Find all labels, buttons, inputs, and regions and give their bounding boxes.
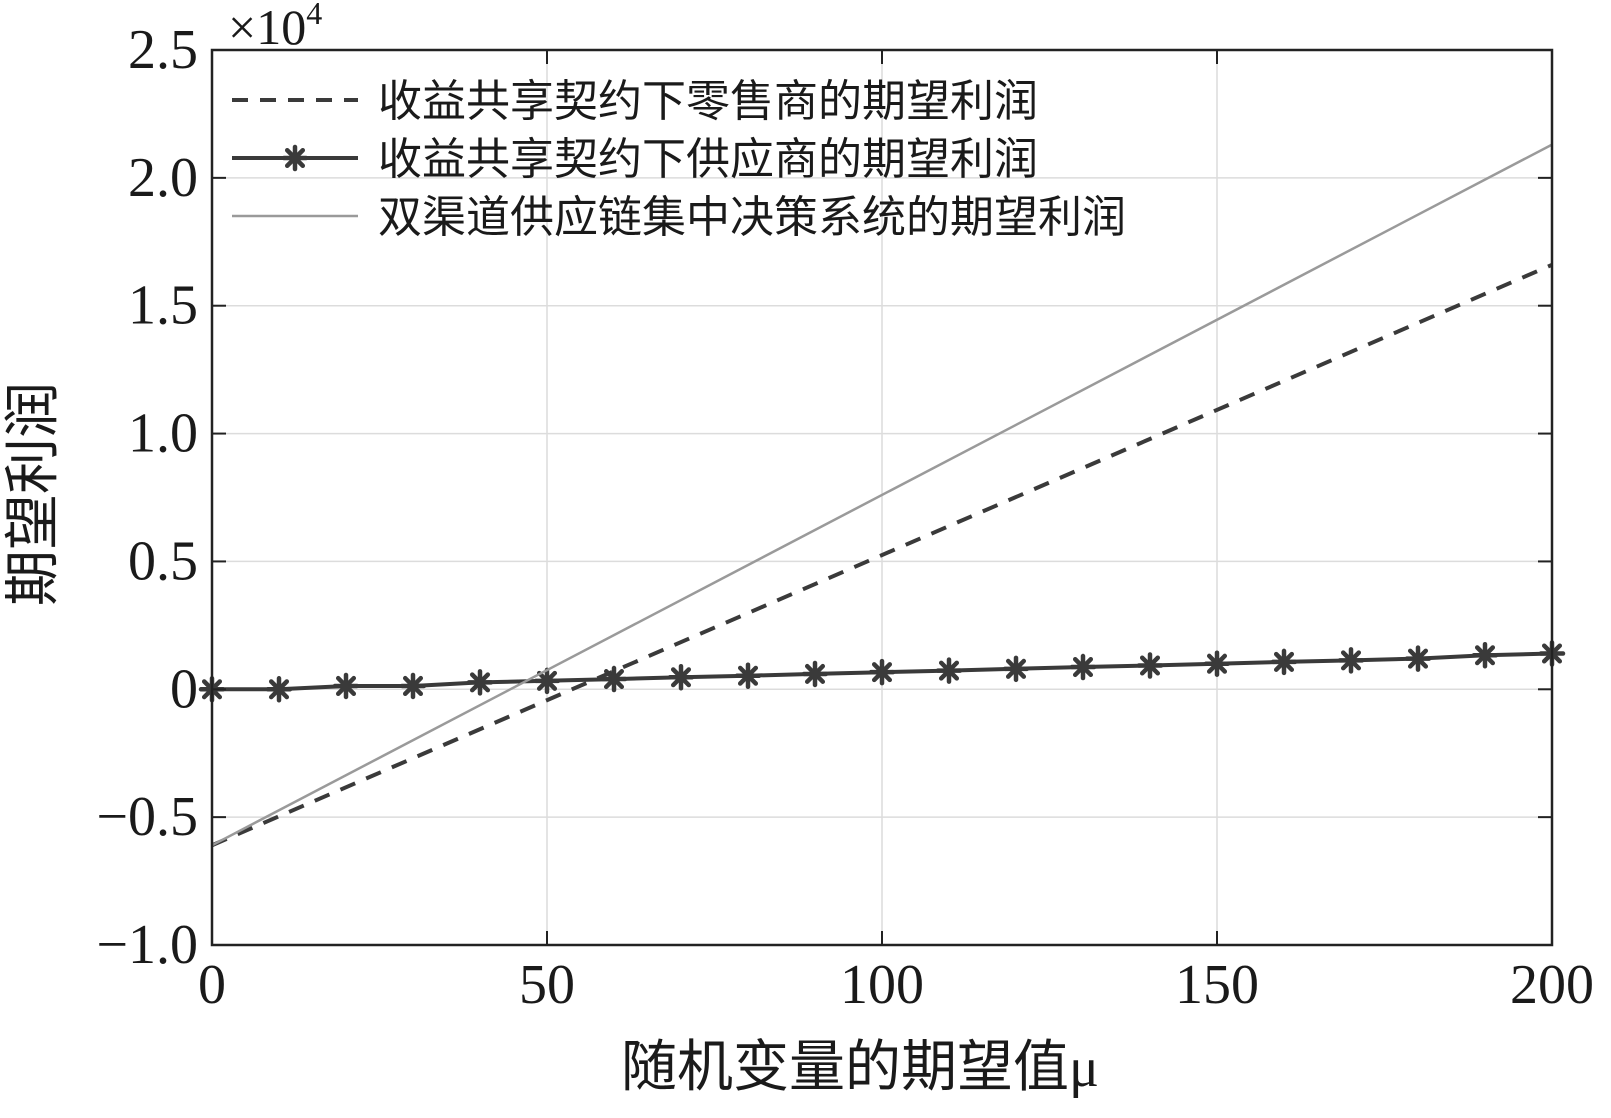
series-line-1 (211, 262, 1553, 848)
grid (211, 49, 1553, 946)
star-marker (466, 669, 494, 696)
star-marker (801, 660, 829, 688)
legend-label-3: 双渠道供应链集中决策系统的期望利润 (378, 193, 1126, 242)
star-marker (1203, 650, 1231, 677)
x-tick-label: 50 (519, 954, 575, 1016)
series-line-3 (211, 143, 1553, 847)
y-tick-label: 2.0 (128, 147, 198, 209)
y-tick-label: 0 (170, 658, 198, 720)
x-tick-label: 0 (198, 954, 226, 1016)
y-tick-label: −0.5 (96, 786, 198, 848)
star-marker (667, 664, 695, 691)
legend: 收益共享契约下零售商的期望利润收益共享契约下供应商的期望利润双渠道供应链集中决策… (232, 77, 1126, 242)
star-marker (868, 658, 896, 686)
star-marker (1002, 655, 1030, 683)
y-axis-title: 期望利润 (3, 382, 65, 606)
star-marker (332, 672, 360, 700)
star-marker (1471, 642, 1499, 669)
star-marker (265, 676, 293, 703)
y-tick-label: 0.5 (128, 530, 198, 592)
x-tick-label: 200 (1510, 954, 1594, 1016)
series-layer (198, 143, 1566, 848)
star-marker (600, 665, 628, 693)
x-tick-label: 100 (840, 954, 924, 1016)
star-marker (533, 667, 561, 695)
legend-label-2: 收益共享契约下供应商的期望利润 (378, 135, 1038, 184)
x-axis-title: 随机变量的期望值μ (621, 1037, 1099, 1099)
legend-label-1: 收益共享契约下零售商的期望利润 (378, 77, 1038, 126)
star-marker (1069, 653, 1097, 681)
star-marker (1136, 652, 1164, 679)
star-marker (281, 144, 309, 172)
y-tick-label: 1.0 (128, 403, 198, 465)
ticks: 0 50 100 150 200 −1.0 −0.5 0 0.5 1.0 1.5 2.0 2.5 (96, 19, 1594, 1016)
star-marker (734, 662, 762, 689)
star-marker (1270, 648, 1298, 676)
star-marker (1404, 645, 1432, 672)
star-marker (399, 672, 427, 700)
y-tick-label: −1.0 (96, 914, 198, 976)
y-tick-label: 1.5 (128, 275, 198, 337)
x-tick-label: 150 (1175, 954, 1259, 1016)
star-marker (935, 657, 963, 684)
y-tick-label: 2.5 (128, 19, 198, 81)
y-scale-exponent: ×104 (228, 0, 322, 55)
star-marker (1337, 647, 1365, 674)
